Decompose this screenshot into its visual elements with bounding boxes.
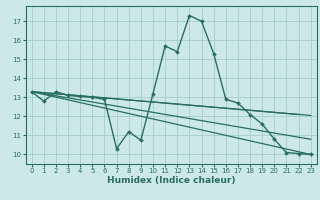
X-axis label: Humidex (Indice chaleur): Humidex (Indice chaleur) — [107, 176, 236, 185]
